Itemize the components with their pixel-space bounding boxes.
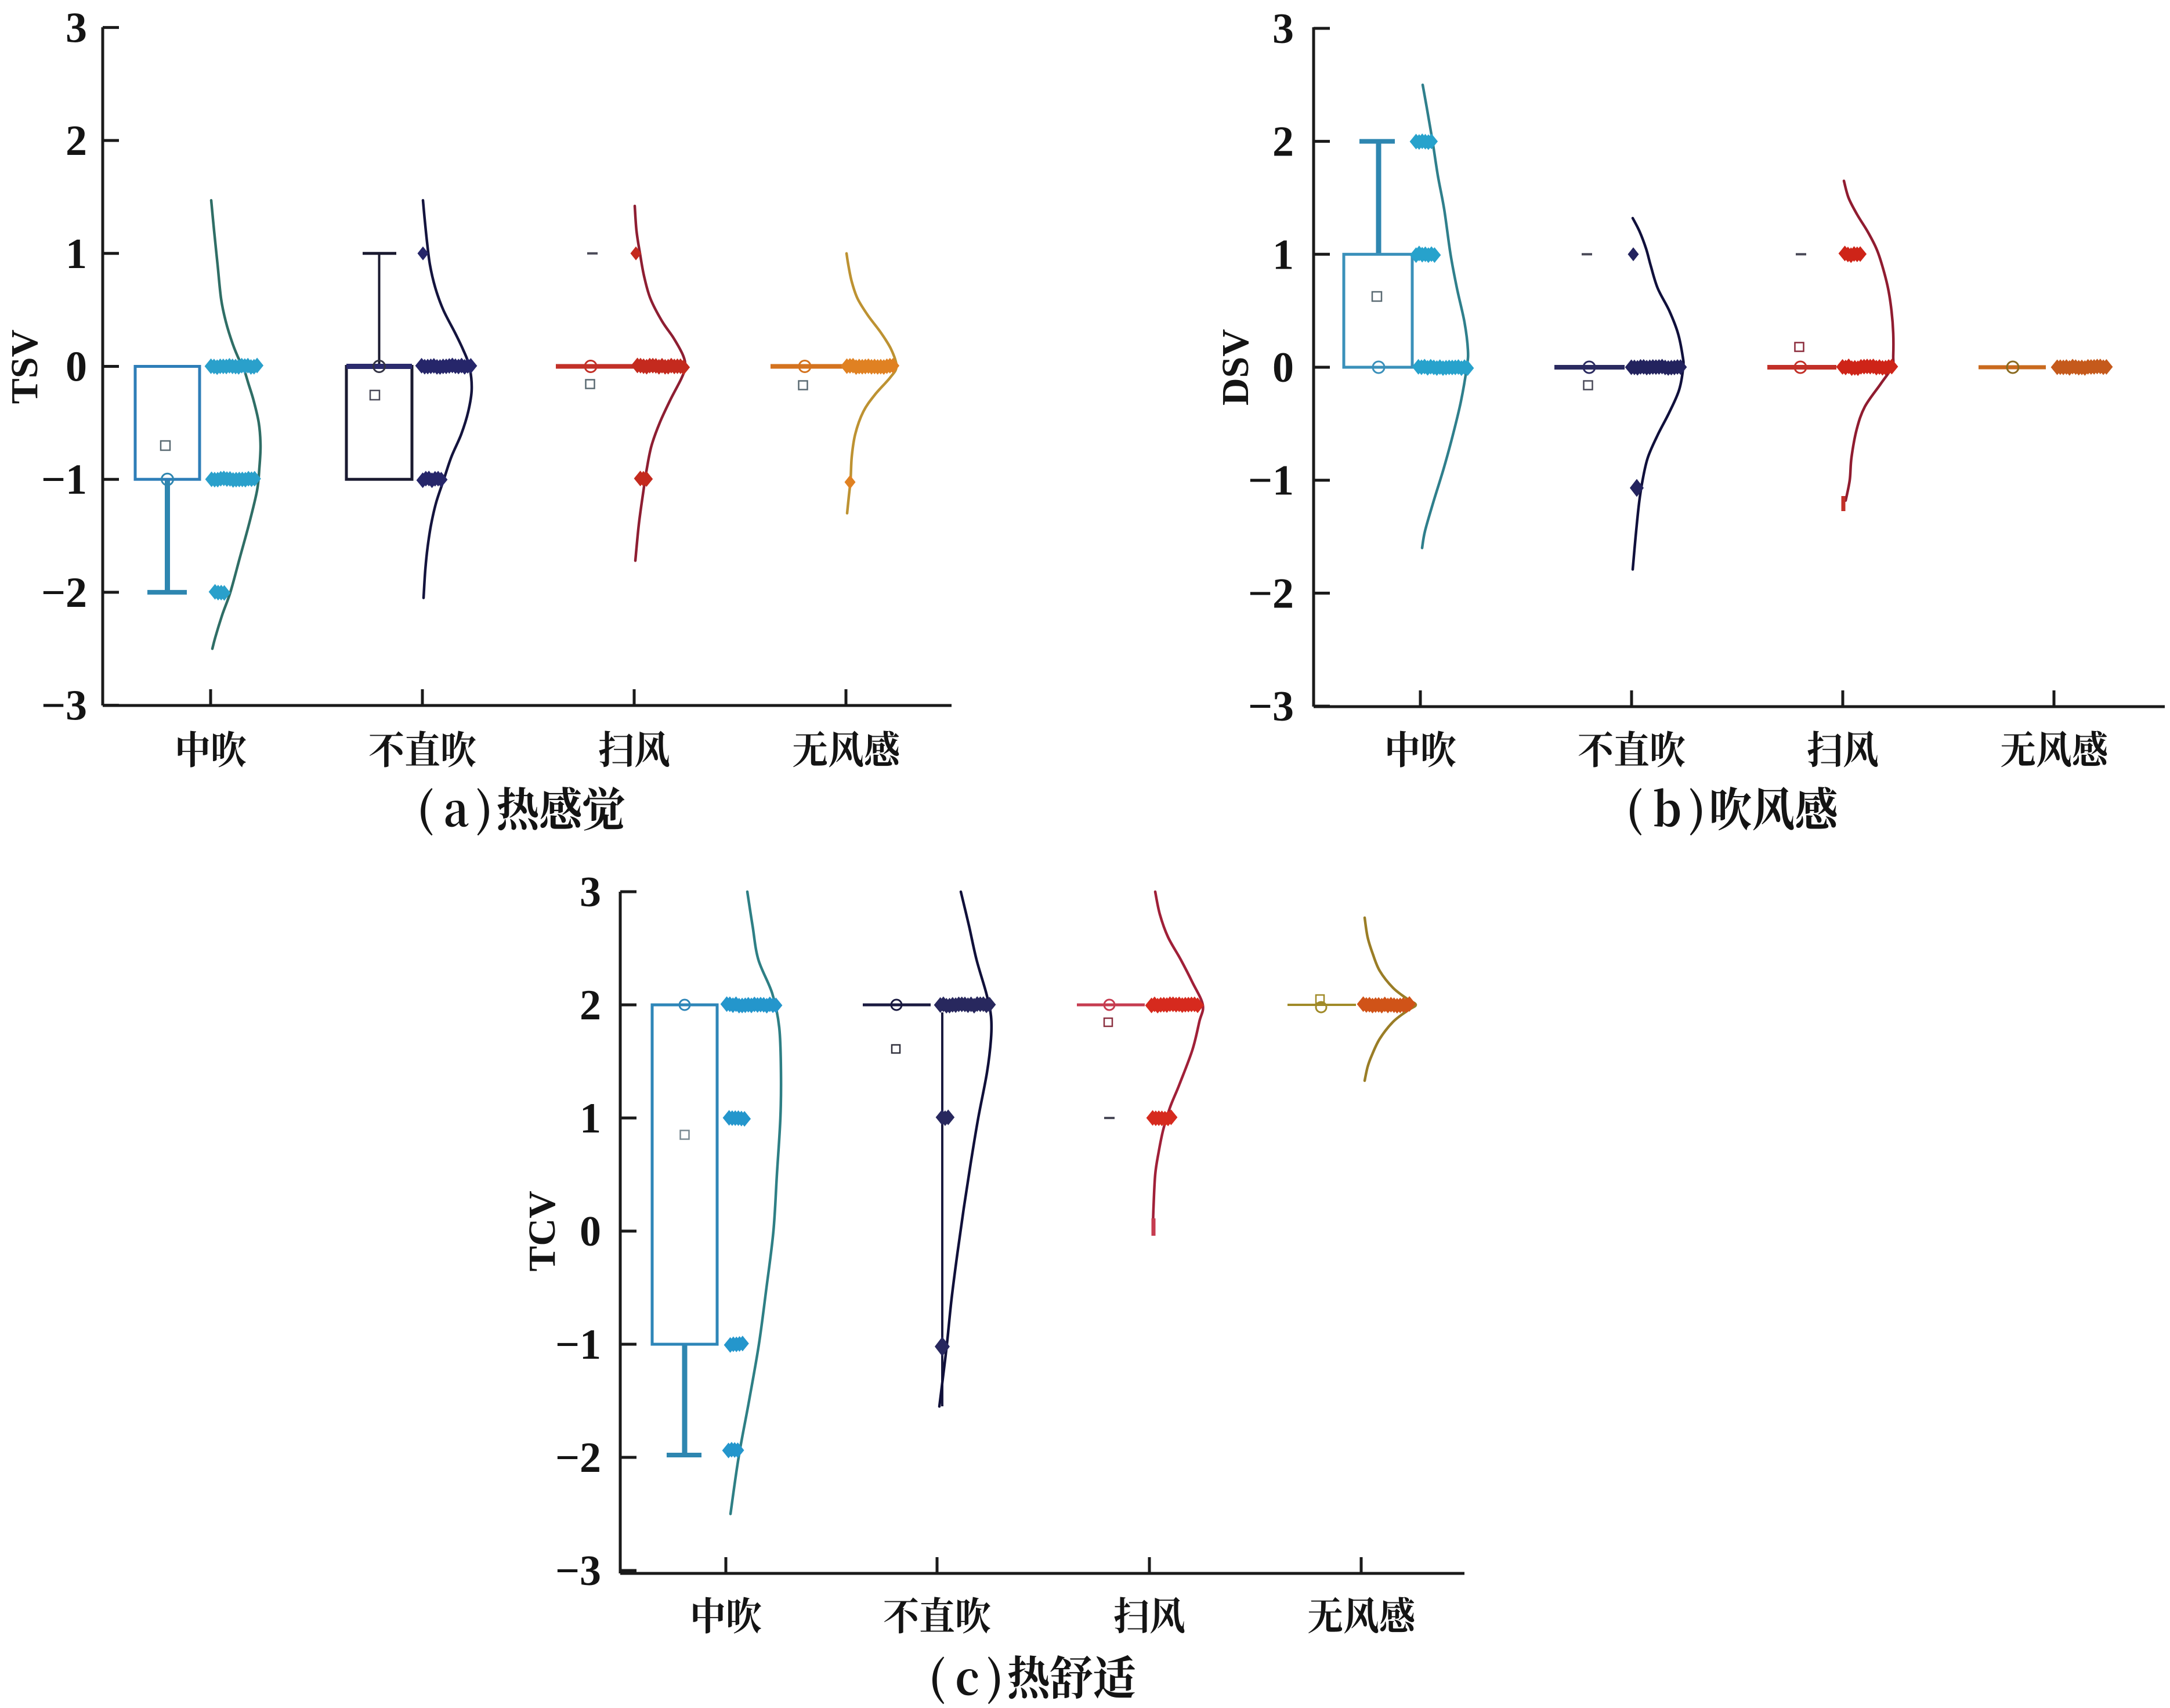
svg-text:2: 2 (1272, 118, 1294, 166)
svg-text:3: 3 (580, 869, 601, 916)
svg-text:3: 3 (1272, 5, 1294, 53)
svg-text:TSV: TSV (3, 330, 46, 404)
svg-text:TCV: TCV (521, 1190, 563, 1271)
svg-text:3: 3 (66, 4, 87, 52)
svg-text:−3: −3 (41, 682, 87, 730)
svg-text:1: 1 (1272, 231, 1294, 278)
svg-text:2: 2 (66, 117, 87, 165)
svg-text:1: 1 (580, 1095, 601, 1142)
svg-text:DSV: DSV (1214, 329, 1257, 406)
svg-text:0: 0 (580, 1208, 601, 1255)
svg-text:−3: −3 (555, 1547, 601, 1595)
svg-text:−2: −2 (1248, 570, 1294, 617)
svg-text:−3: −3 (1248, 683, 1294, 730)
svg-text:0: 0 (66, 343, 87, 391)
svg-text:−1: −1 (41, 456, 87, 504)
svg-text:−1: −1 (555, 1321, 601, 1369)
svg-text:2: 2 (580, 982, 601, 1029)
svg-text:−2: −2 (555, 1434, 601, 1482)
svg-text:0: 0 (1272, 344, 1294, 392)
svg-text:−1: −1 (1248, 457, 1294, 505)
svg-text:−2: −2 (41, 569, 87, 617)
svg-text:1: 1 (66, 230, 87, 278)
